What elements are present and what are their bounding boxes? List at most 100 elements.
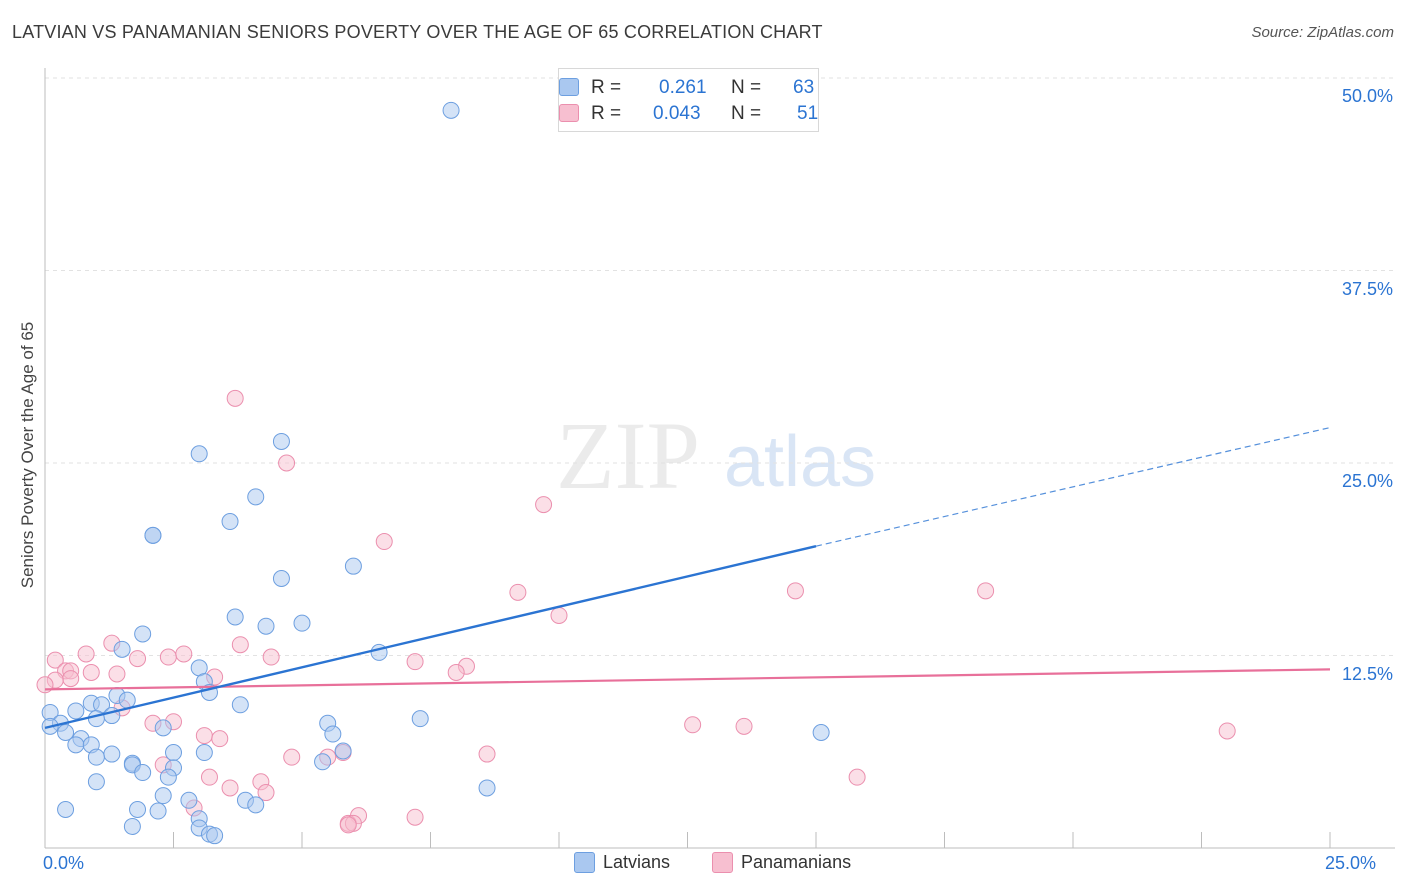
panamanians-point [509,583,527,601]
legend-latvians-swatch [574,852,595,873]
latvians-point [411,710,429,728]
watermark-atlas: atlas [724,422,876,502]
panamanians-swatch [559,104,579,122]
panamanians-point [200,768,218,786]
panamanians-point [129,650,147,668]
panamanians-point [735,717,753,735]
panamanians-point [262,648,280,666]
panamanians-point [375,533,393,551]
watermark-zip: ZIP [556,402,700,509]
panamanians-point [195,727,213,745]
panamanians-n-value: 51 [797,103,819,124]
stats-legend: R = 0.261 N = 63 R = 0.043 N = 51 [558,68,819,132]
zipatlas-watermark: ZIP atlas [556,402,876,509]
panamanians-point [257,784,275,802]
panamanians-point [339,816,357,834]
panamanians-n-label: N = [731,103,762,124]
latvians-point [442,101,460,119]
latvians-n-value: 63 [793,77,815,98]
legend-panamanians-label: Panamanians [741,852,852,872]
panamanians-point [221,779,239,797]
latvians-point [812,724,830,741]
latvians-point [159,768,177,786]
latvians-point [118,691,136,709]
latvians-trend-line [44,544,817,730]
panamanians-trend-line [44,668,1331,691]
latvians-point [134,764,152,782]
latvians-point [134,625,152,643]
latvians-point [190,445,208,463]
latvians-r-value: 0.261 [659,77,707,98]
x-tick-min: 0.0% [43,853,85,873]
y-tick-label: 50.0% [1341,86,1393,106]
latvians-point [206,827,224,845]
latvians-point [226,608,244,626]
panamanians-point [77,645,95,663]
latvians-point [87,710,105,728]
panamanians-point [406,808,424,826]
panamanians-r-label: R = [591,103,622,124]
latvians-point [314,753,332,771]
latvians-point [149,802,167,820]
panamanians-point [406,653,424,671]
y-tick-label: 12.5% [1341,663,1393,684]
panamanians-point [211,730,229,748]
latvians-point [67,736,85,754]
latvians-point [129,801,147,818]
panamanians-point [175,645,193,663]
latvians-n-label: N = [731,77,762,98]
latvians-point [344,557,362,575]
panamanians-point [848,768,866,786]
latvians-point [57,724,75,741]
legend-latvians: Latvians [574,852,670,873]
latvians-point [221,513,239,531]
y-axis-title: Seniors Poverty Over the Age of 65 [18,321,37,589]
panamanians-point [977,582,995,600]
latvians-point [57,801,75,818]
latvians-point [478,779,496,797]
latvians-points [41,101,830,845]
latvians-point [113,640,131,658]
panamanians-point [447,663,465,681]
panamanians-point [82,663,100,681]
latvians-swatch [559,78,579,96]
latvians-point [247,796,265,814]
latvians-point [180,791,198,809]
panamanians-point [550,606,568,624]
panamanians-points [36,389,1236,834]
latvians-point [154,787,172,805]
latvians-point [272,432,290,450]
panamanians-point [283,748,301,766]
panamanians-point [535,496,553,514]
axes [44,68,1395,849]
latvians-point [67,702,85,720]
latvians-point [195,744,213,762]
chart-title: LATVIAN VS PANAMANIAN SENIORS POVERTY OV… [12,22,823,42]
x-tick-max: 25.0% [1325,853,1377,873]
legend-panamanians: Panamanians [712,852,851,873]
panamanians-point [46,651,64,669]
panamanians-point [62,670,80,688]
source-label: Source: ZipAtlas.com [1251,24,1394,41]
panamanians-point [226,389,244,407]
panamanians-point [786,582,804,600]
latvians-point [144,526,162,544]
y-tick-label: 37.5% [1341,278,1393,299]
panamanians-point [278,454,296,472]
trend-lines [44,426,1331,730]
latvians-point [257,617,275,635]
panamanians-point [159,648,177,666]
panamanians-point [108,665,126,683]
latvians-point [123,817,141,835]
panamanians-point [684,716,702,734]
panamanians-r-value: 0.043 [653,103,701,124]
latvians-point [87,748,105,766]
latvians-point [87,773,105,791]
latvians-point [293,614,311,632]
latvians-trend-extension [815,426,1331,547]
latvians-point [334,742,352,760]
panamanians-point [231,636,249,654]
panamanians-point [1218,722,1236,740]
latvians-point [324,725,342,743]
